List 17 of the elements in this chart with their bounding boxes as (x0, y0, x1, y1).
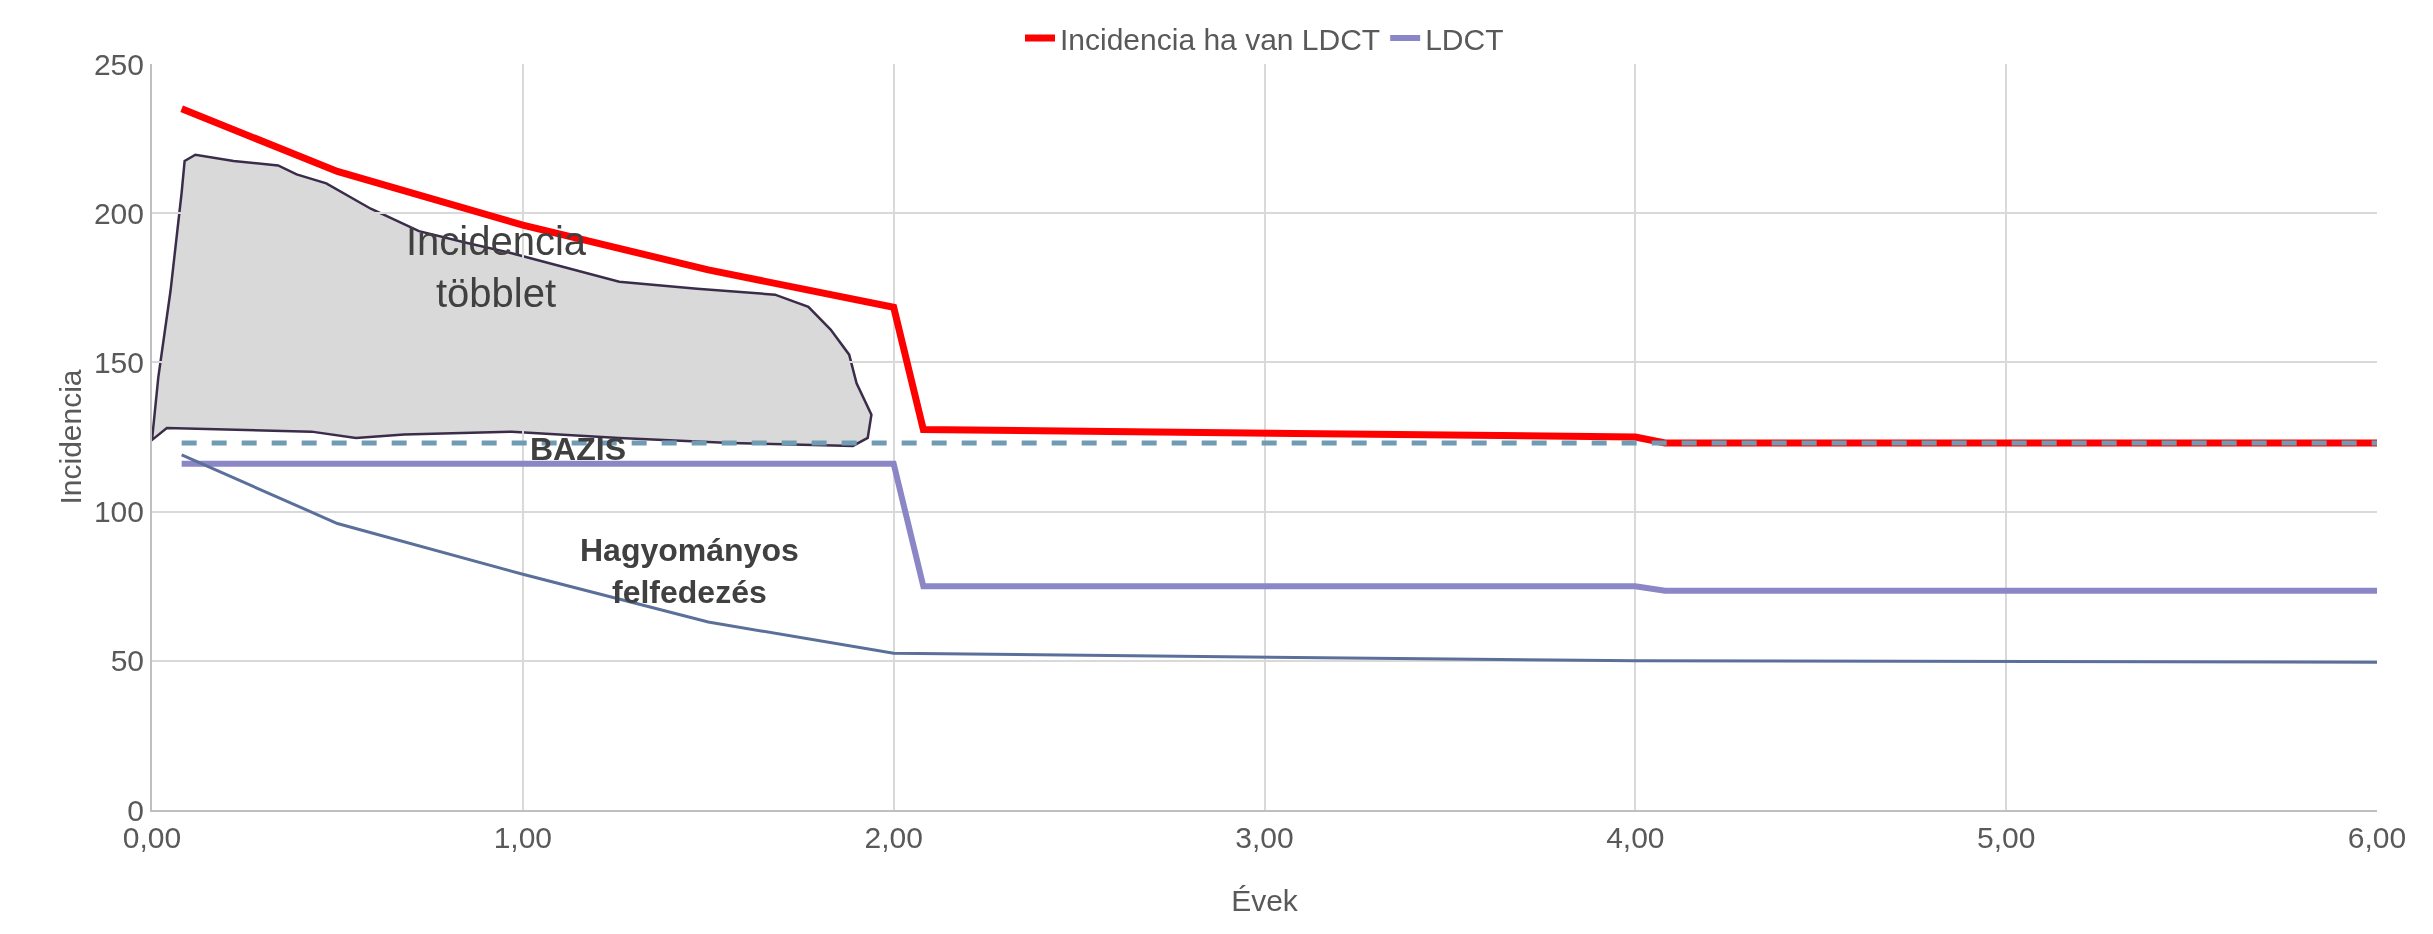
x-axis-title: Évek (1231, 884, 1299, 917)
y-tick-label: 50 (110, 644, 144, 678)
x-tick-label: 4,00 (1606, 821, 1665, 854)
y-axis-title: Incidencia (54, 369, 87, 505)
legend-label: Incidencia ha van LDCT (1060, 22, 1381, 56)
y-tick-label: 100 (93, 495, 144, 529)
x-tick-label: 6,00 (2347, 821, 2407, 854)
x-tick-label: 3,00 (1235, 821, 1294, 854)
legend-label: LDCT (1425, 22, 1504, 56)
x-tick-label: 1,00 (493, 821, 553, 854)
x-tick-label: 2,00 (864, 821, 923, 854)
y-tick-label: 250 (93, 47, 144, 81)
x-tick-label: 5,00 (1976, 821, 2036, 854)
y-tick-label: 200 (93, 196, 144, 230)
y-tick-label: 150 (93, 345, 144, 379)
annotation: BAZIS (530, 431, 626, 467)
annotation: Hagyományos felfedezés (580, 532, 799, 610)
